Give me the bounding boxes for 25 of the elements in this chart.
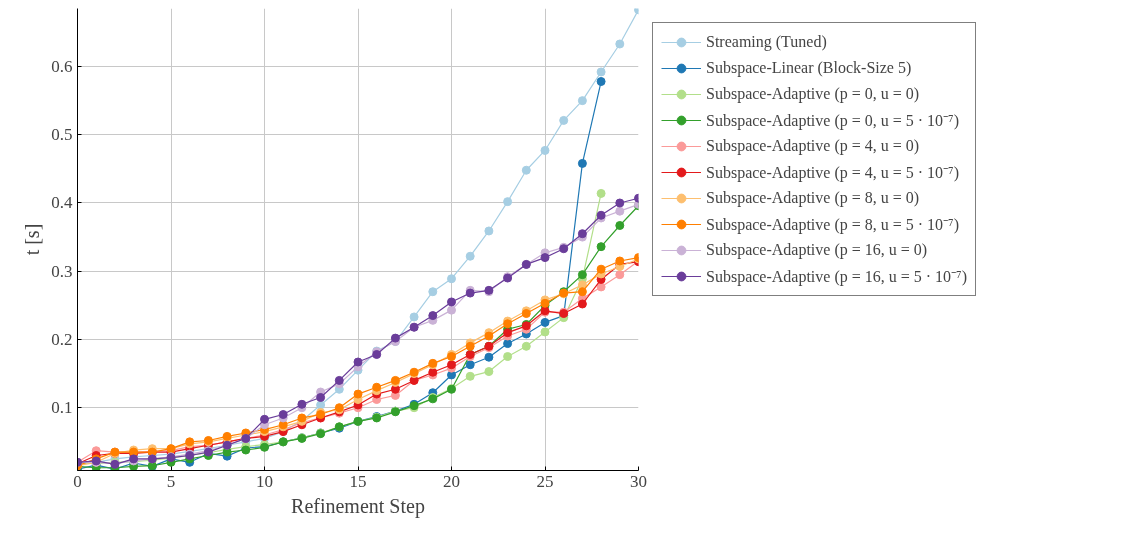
y-tick-label: 0.1 [51,398,73,418]
legend-label: Subspace-Adaptive (p = 4, u = 0) [706,136,920,157]
legend-label: Subspace-Adaptive (p = 0, u = 5 · 10⁻⁷) [706,111,960,131]
y-tick-label: 0.3 [51,261,73,281]
x-tick-label: 30 [630,471,647,491]
legend-label: Subspace-Adaptive (p = 4, u = 5 · 10⁻⁷) [706,163,960,183]
legend-label: Streaming (Tuned) [706,32,827,53]
legend-label: Subspace-Adaptive (p = 8, u = 5 · 10⁻⁷) [706,215,960,235]
legend-label: Subspace-Adaptive (p = 8, u = 0) [706,188,920,209]
y-axis-title: t [s] [21,223,44,256]
x-tick-label: 15 [349,471,367,491]
x-axis-title: Refinement Step [291,494,425,518]
y-tick-label: 0.6 [51,57,73,77]
x-tick-label: 20 [443,471,460,491]
x-tick-label: 0 [73,471,82,491]
legend-label: Subspace-Adaptive (p = 16, u = 5 · 10⁻⁷) [706,267,968,287]
x-tick-label: 5 [166,471,176,491]
x-tick-label: 10 [256,471,273,491]
y-tick-label: 0.5 [51,125,73,145]
y-tick-label: 0.4 [51,193,73,213]
y-tick-label: 0.2 [51,329,73,349]
legend-label: Subspace-Adaptive (p = 0, u = 0) [706,84,920,105]
x-tick-label: 25 [536,471,554,491]
legend-label: Subspace-Adaptive (p = 16, u = 0) [706,240,928,261]
legend-label: Subspace-Linear (Block-Size 5) [706,58,912,79]
